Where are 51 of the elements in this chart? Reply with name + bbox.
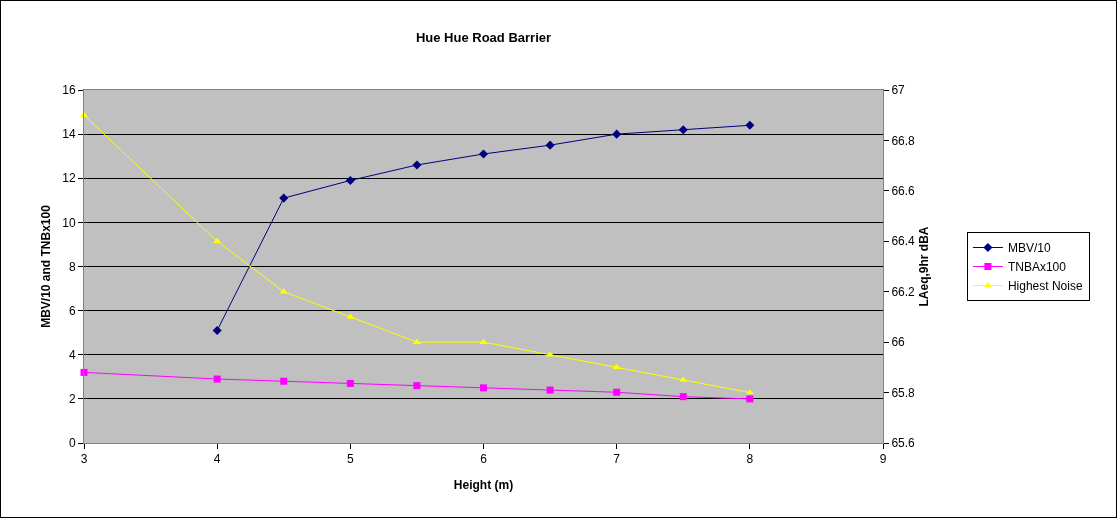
point (480, 384, 487, 392)
y2-tick-label: 66.8 (891, 133, 916, 148)
legend-label: TNBAx100 (1007, 260, 1067, 275)
point (612, 363, 621, 370)
y2-tick-label: 66.4 (891, 234, 916, 249)
y2-tick-label: 67 (891, 83, 906, 98)
y-tick-label: 2 (68, 392, 76, 407)
x-axis-title: Height (m) (453, 478, 514, 492)
legend-label: MBV/10 (1007, 241, 1051, 256)
chart-title: Hue Hue Road Barrier (415, 29, 552, 45)
y-tick-label: 0 (68, 436, 76, 451)
x-tick-label: 6 (480, 452, 488, 467)
y-tick-label: 14 (62, 127, 76, 142)
point (612, 129, 622, 139)
point (613, 388, 621, 396)
y2-tick-label: 66.6 (891, 184, 916, 199)
x-tick-label: 4 (213, 452, 221, 467)
point (213, 237, 222, 244)
point (413, 382, 421, 390)
y-tick-label: 10 (62, 215, 76, 230)
y2-tick-label: 66.2 (891, 284, 916, 299)
point (478, 149, 489, 159)
x-tick-label: 5 (346, 452, 354, 467)
point (746, 395, 754, 403)
point (745, 120, 755, 130)
point (546, 386, 554, 394)
x-tick-label: 8 (746, 452, 754, 467)
y-tick-label: 8 (68, 259, 76, 274)
legend-label: Highest Noise (1007, 279, 1083, 294)
x-tick-label: 9 (879, 452, 887, 467)
point (679, 393, 687, 401)
y-tick-label: 6 (68, 303, 76, 318)
point (212, 325, 222, 336)
y2-tick-label: 65.6 (891, 436, 916, 451)
y-tick-label: 12 (62, 171, 76, 186)
point (345, 175, 355, 186)
x-tick-label: 3 (80, 452, 88, 467)
y2-tick-label: 65.8 (891, 385, 916, 400)
y-tick-label: 4 (68, 347, 76, 362)
x-tick-label: 7 (613, 452, 621, 467)
y-axis-title: MBV/10 and TNBx100 (39, 204, 53, 328)
point (213, 375, 221, 383)
point (280, 377, 288, 385)
y2-axis-title: LAeq,9hr dBA (917, 226, 932, 307)
point (678, 125, 688, 135)
point (545, 140, 555, 150)
point (412, 160, 422, 170)
y2-tick-label: 66 (891, 335, 906, 350)
y-tick-label: 16 (62, 83, 76, 98)
point (346, 379, 354, 387)
point (279, 193, 289, 203)
